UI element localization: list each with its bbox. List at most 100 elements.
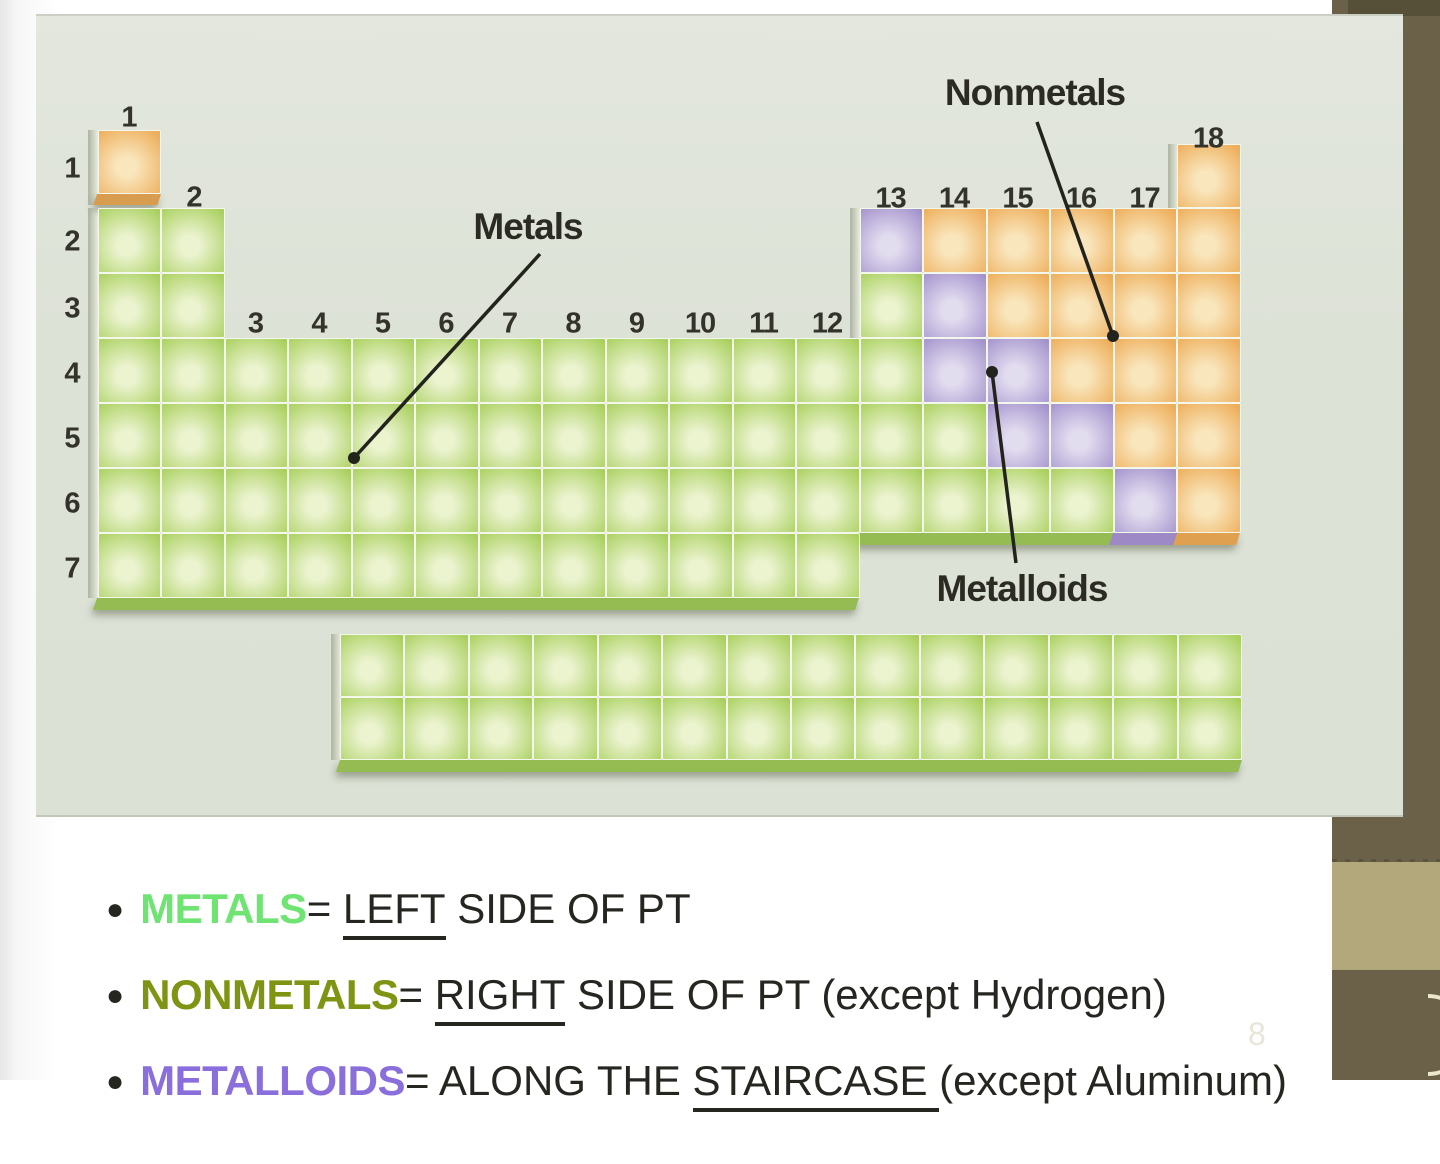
period-label-4: 4	[64, 357, 80, 390]
element-cell	[1050, 338, 1114, 403]
element-cell	[1113, 697, 1178, 760]
element-cell	[855, 634, 920, 697]
group-label-2: 2	[186, 181, 202, 214]
element-cell	[161, 273, 225, 338]
element-cell	[597, 634, 663, 697]
element-cell	[923, 338, 987, 403]
element-cell	[415, 468, 479, 533]
element-cell	[1050, 273, 1114, 338]
metalloids-term: METALLOIDS	[140, 1057, 406, 1104]
element-cell	[1113, 403, 1177, 468]
group-label-1: 1	[121, 101, 137, 134]
bullet-underlined-text: RIGHT	[434, 969, 566, 1026]
element-cell	[478, 338, 542, 403]
bullet-text: SIDE OF PT	[445, 885, 691, 932]
bullet-underlined-text: STAIRCASE	[692, 1055, 940, 1112]
element-cell	[542, 403, 606, 468]
element-cell	[542, 338, 606, 403]
element-cell	[605, 403, 669, 468]
element-cell	[224, 338, 288, 403]
element-cell	[859, 338, 923, 403]
element-cell	[533, 634, 598, 697]
element-cell	[984, 634, 1049, 697]
element-cell	[468, 697, 534, 760]
bullet-text: =	[398, 971, 435, 1018]
group-label-14: 14	[938, 182, 970, 215]
element-cell	[919, 697, 985, 760]
group-label-10: 10	[684, 307, 716, 340]
metalloids-label: Metalloids	[936, 568, 1109, 609]
element-cell	[351, 533, 415, 598]
element-cell	[662, 634, 727, 697]
group-label-17: 17	[1129, 182, 1160, 215]
element-cell	[669, 468, 733, 533]
element-cell	[1113, 468, 1177, 533]
element-cell	[1177, 403, 1241, 468]
element-cell	[791, 697, 856, 760]
element-cell	[669, 338, 733, 403]
element-cell	[97, 130, 161, 194]
period-label-1: 1	[64, 152, 80, 185]
element-cell	[288, 338, 352, 403]
element-cell	[415, 338, 479, 403]
element-cell	[1050, 208, 1114, 273]
element-cell	[1113, 338, 1177, 403]
sidebar-khaki-band	[1332, 862, 1440, 970]
element-cell	[340, 634, 405, 697]
element-cell	[662, 697, 727, 760]
element-cell	[404, 634, 469, 697]
element-cell	[986, 273, 1050, 338]
element-cell	[1113, 634, 1178, 697]
element-cell	[796, 533, 860, 598]
element-cell	[726, 697, 791, 760]
element-cell	[605, 468, 669, 533]
bullet-metals: ● METALS= LEFT SIDE OF PT	[36, 831, 691, 992]
element-cell	[161, 403, 225, 468]
element-cell	[224, 468, 288, 533]
sidebar-dashed-line	[1332, 859, 1440, 862]
nonmetals-label: Nonmetals	[944, 72, 1126, 113]
element-cell	[986, 403, 1050, 468]
element-cell	[161, 533, 225, 598]
element-cell	[859, 468, 923, 533]
period-label-3: 3	[64, 292, 80, 325]
period-label-5: 5	[64, 422, 80, 455]
element-cell	[533, 697, 598, 760]
slide: 1 2 3 4 5 6 7 8 9 10 11 12 13 14 15 16 17 18 1 2 3 4 5 6 7 Metal…	[0, 0, 1440, 1112]
page-number: 8	[1248, 1016, 1266, 1052]
bullet-dot: ●	[106, 979, 125, 1012]
metals-label: Metals	[473, 206, 583, 247]
element-cell	[478, 468, 542, 533]
element-cell	[1177, 208, 1241, 273]
left-block-base	[93, 598, 860, 610]
element-cell	[97, 403, 161, 468]
element-cell	[288, 403, 352, 468]
element-cell	[415, 403, 479, 468]
element-cell	[732, 338, 796, 403]
element-cell	[224, 533, 288, 598]
period-label-6: 6	[64, 487, 80, 520]
group-label-11: 11	[749, 307, 779, 340]
element-cell	[288, 533, 352, 598]
metals-term: METALS	[140, 885, 307, 932]
decorative-arc	[1427, 994, 1440, 1076]
group-label-9: 9	[628, 307, 645, 340]
element-cell	[1177, 468, 1241, 533]
element-cell	[161, 208, 225, 273]
element-cell	[415, 533, 479, 598]
period-label-2: 2	[64, 225, 80, 258]
element-cell	[923, 403, 987, 468]
element-cell	[986, 468, 1050, 533]
period-label-7: 7	[64, 552, 80, 585]
element-cell	[859, 273, 923, 338]
element-cell	[923, 468, 987, 533]
element-cell	[986, 208, 1050, 273]
element-cell	[1050, 403, 1114, 468]
group-label-4: 4	[311, 307, 327, 340]
group18-block-side	[1168, 144, 1179, 208]
right-block-base	[855, 533, 1240, 545]
element-cell	[732, 468, 796, 533]
left-block-side	[88, 208, 99, 598]
bullet-text: ALONG THE	[438, 1057, 693, 1104]
element-cell	[351, 338, 415, 403]
